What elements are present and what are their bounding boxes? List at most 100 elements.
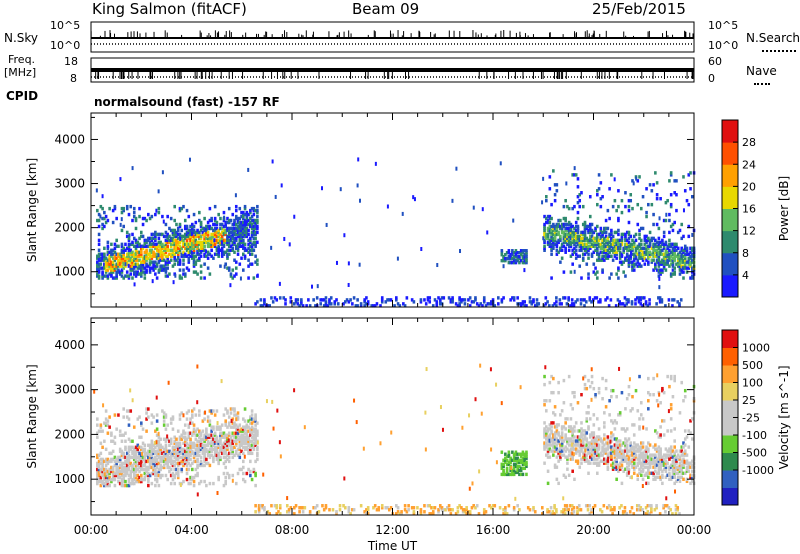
echo-cell xyxy=(166,234,169,239)
echo-cell xyxy=(386,298,389,302)
echo-cell xyxy=(97,473,101,478)
echo-cell xyxy=(573,226,576,231)
echo-cell xyxy=(585,445,589,449)
echo-cell xyxy=(636,409,640,413)
echo-cell xyxy=(131,242,134,247)
echo-cell xyxy=(192,429,196,433)
echo-cell xyxy=(168,439,171,443)
echo-cell xyxy=(254,226,257,231)
echo-cell xyxy=(632,234,636,239)
echo-cell xyxy=(212,234,215,239)
echo-cell xyxy=(154,252,157,256)
echo-cell xyxy=(118,270,122,274)
echo-cell xyxy=(639,451,643,455)
echo-cell xyxy=(516,256,519,261)
echo-cell xyxy=(548,238,552,243)
echo-cell xyxy=(597,254,601,258)
echo-cell xyxy=(634,388,638,393)
echo-cell xyxy=(552,437,555,441)
echo-cell xyxy=(627,244,631,249)
echo-cell xyxy=(212,427,215,431)
echo-cell xyxy=(176,226,180,231)
echo-cell xyxy=(192,427,196,431)
echo-cell xyxy=(189,431,192,435)
echo-cell xyxy=(620,238,624,243)
echo-cell xyxy=(569,242,573,247)
echo-cell xyxy=(229,447,233,452)
echo-cell xyxy=(545,433,548,437)
echo-cell xyxy=(618,443,622,447)
echo-cell xyxy=(136,473,140,478)
echo-cell xyxy=(542,304,546,308)
echo-cell xyxy=(523,460,527,465)
echo-cell xyxy=(238,216,242,221)
echo-cell xyxy=(668,242,671,247)
echo-cell xyxy=(579,302,583,306)
echo-cell xyxy=(596,276,599,280)
sparse-echo xyxy=(665,212,668,217)
echo-cell xyxy=(576,435,580,439)
echo-cell xyxy=(226,266,229,270)
echo-cell xyxy=(101,479,104,484)
echo-cell xyxy=(243,246,247,250)
sparse-echo xyxy=(658,276,661,281)
echo-cell xyxy=(611,447,615,451)
echo-cell xyxy=(226,238,229,243)
echo-cell xyxy=(557,222,560,227)
echo-cell xyxy=(632,447,636,451)
echo-cell xyxy=(585,447,589,451)
echo-cell xyxy=(622,449,625,453)
echo-cell xyxy=(190,254,194,258)
echo-cell xyxy=(639,238,643,243)
echo-cell xyxy=(620,232,624,237)
echo-cell xyxy=(638,244,641,249)
echo-cell xyxy=(329,296,333,300)
echo-cell xyxy=(227,421,231,425)
echo-cell xyxy=(581,244,585,249)
echo-cell xyxy=(129,409,133,413)
echo-cell xyxy=(543,248,546,252)
echo-cell xyxy=(592,242,596,247)
echo-cell xyxy=(645,427,648,431)
echo-cell xyxy=(329,302,333,306)
echo-cell xyxy=(622,260,625,264)
echo-cell xyxy=(154,238,157,243)
echo-cell xyxy=(252,240,256,245)
echo-cell xyxy=(585,419,589,423)
echo-cell xyxy=(617,439,620,443)
echo-cell xyxy=(548,427,552,431)
echo-cell xyxy=(666,198,669,203)
echo-cell xyxy=(516,460,519,465)
echo-cell xyxy=(559,413,562,417)
echo-cell xyxy=(687,252,691,256)
echo-cell xyxy=(134,473,138,478)
echo-cell xyxy=(576,242,580,247)
echo-cell xyxy=(166,236,169,241)
echo-cell xyxy=(249,473,252,478)
echo-cell xyxy=(97,276,101,280)
echo-cell xyxy=(370,304,373,308)
echo-cell xyxy=(583,298,586,302)
echo-cell xyxy=(648,230,652,235)
echo-cell xyxy=(252,276,256,280)
echo-cell xyxy=(175,471,178,476)
echo-cell xyxy=(570,304,574,308)
echo-cell xyxy=(410,298,414,302)
echo-cell xyxy=(654,477,657,482)
echo-cell xyxy=(152,260,155,264)
echo-cell xyxy=(328,300,331,304)
echo-cell xyxy=(550,431,553,435)
echo-cell xyxy=(516,470,519,475)
echo-cell xyxy=(247,258,250,262)
echo-cell xyxy=(685,250,689,254)
echo-cell xyxy=(594,443,597,447)
echo-cell xyxy=(646,304,650,308)
echo-cell xyxy=(129,250,133,254)
echo-cell xyxy=(231,473,235,478)
echo-cell xyxy=(631,459,634,463)
echo-cell xyxy=(562,439,566,443)
y-axis-label: Slant Range [km] xyxy=(25,158,39,262)
echo-cell xyxy=(178,246,182,250)
echo-cell xyxy=(590,228,594,233)
echo-cell xyxy=(632,258,636,262)
